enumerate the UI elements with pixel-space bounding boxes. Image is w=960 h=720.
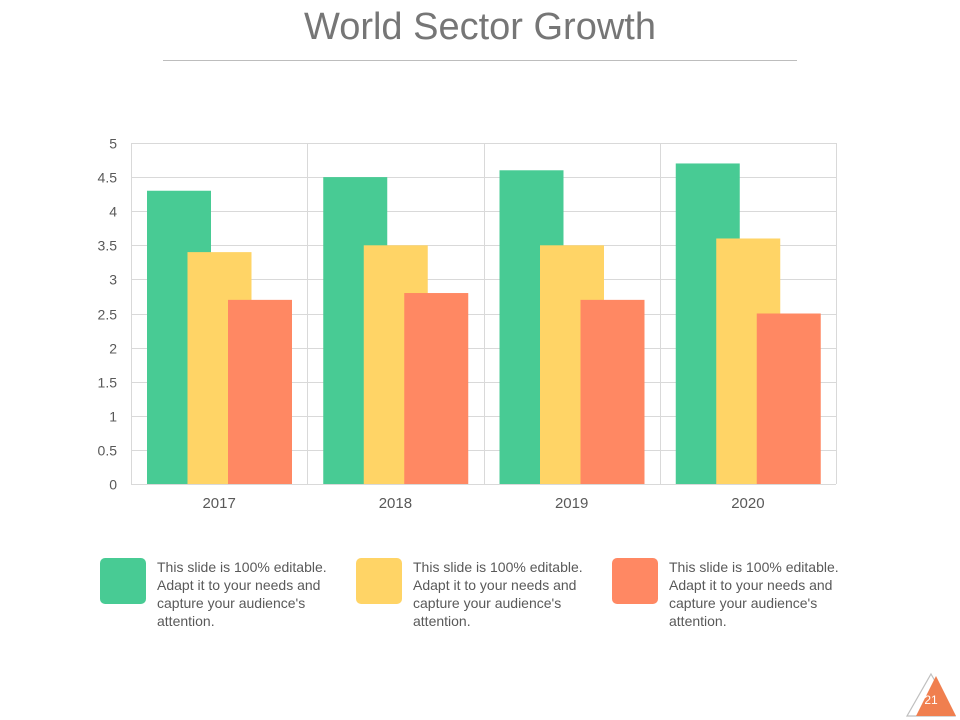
legend-swatch-yellow	[356, 558, 402, 604]
legend-swatch-green	[100, 558, 146, 604]
legend-item-orange: This slide is 100% editable. Adapt it to…	[612, 556, 862, 636]
y-tick-label: 4	[109, 204, 117, 220]
legend-swatch-orange	[612, 558, 658, 604]
legend-text-yellow: This slide is 100% editable. Adapt it to…	[413, 559, 583, 629]
y-tick-label: 3	[109, 272, 117, 288]
x-tick-label: 2020	[731, 495, 764, 512]
legend-item-yellow: This slide is 100% editable. Adapt it to…	[356, 556, 606, 636]
page-number: 21	[924, 693, 938, 707]
bar-2020-series-3	[756, 313, 821, 484]
bar-2018-series-3	[404, 293, 469, 484]
y-tick-label: 1.5	[98, 375, 118, 391]
x-tick-label: 2017	[202, 495, 235, 512]
legend-text-orange: This slide is 100% editable. Adapt it to…	[669, 559, 839, 629]
bar-2017-series-3	[228, 299, 292, 484]
y-tick-label: 0.5	[98, 443, 118, 459]
y-tick-label: 1	[109, 409, 117, 425]
y-tick-label: 4.5	[98, 170, 118, 186]
x-tick-label: 2018	[379, 495, 412, 512]
y-tick-label: 5	[109, 136, 117, 152]
y-tick-label: 2.5	[98, 307, 118, 323]
y-tick-label: 3.5	[98, 238, 118, 254]
legend-text-green: This slide is 100% editable. Adapt it to…	[157, 559, 327, 629]
triangle-icon	[905, 672, 957, 717]
title-divider	[163, 60, 797, 61]
slide-title: World Sector Growth	[304, 6, 656, 48]
y-tick-label: 2	[109, 341, 117, 357]
page-number-badge: 21	[905, 672, 957, 718]
legend-item-green: This slide is 100% editable. Adapt it to…	[100, 556, 350, 636]
bar-2019-series-3	[580, 299, 645, 484]
y-tick-label: 0	[109, 477, 117, 493]
x-tick-label: 2019	[555, 495, 588, 512]
